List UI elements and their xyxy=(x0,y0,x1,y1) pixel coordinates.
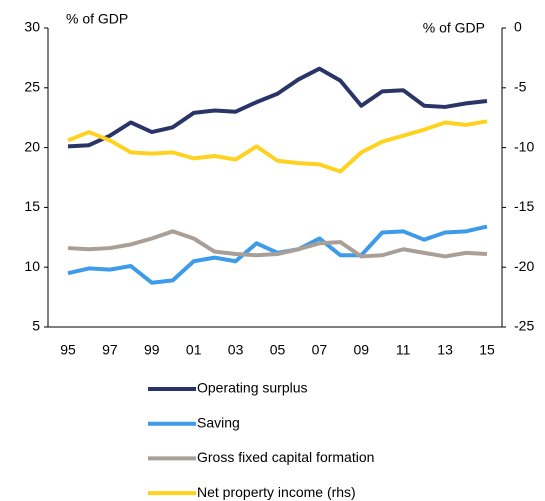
y2-tick-label: -5 xyxy=(514,79,527,95)
x-tick-label: 03 xyxy=(228,342,244,358)
x-tick-label: 09 xyxy=(354,342,370,358)
series-line xyxy=(67,229,488,259)
y2-axis-label: % of GDP xyxy=(423,20,485,36)
x-tick-label: 95 xyxy=(60,342,76,358)
x-tick-label: 01 xyxy=(186,342,202,358)
y-tick-label: 15 xyxy=(24,198,40,214)
x-tick-label: 15 xyxy=(479,342,495,358)
y-tick-label: 5 xyxy=(32,318,40,334)
y-tick-label: 20 xyxy=(24,138,40,154)
y-tick-label: 10 xyxy=(24,258,40,274)
series-line xyxy=(67,66,488,149)
x-tick-label: 07 xyxy=(312,342,328,358)
legend-label: Net property income (rhs) xyxy=(197,484,356,500)
legend-label: Saving xyxy=(197,414,240,430)
y2-tick-label: -15 xyxy=(514,198,534,214)
x-tick-label: 05 xyxy=(270,342,286,358)
y-tick-label: 30 xyxy=(24,19,40,35)
legend-label: Gross fixed capital formation xyxy=(197,449,374,465)
y2-tick-label: -10 xyxy=(514,138,534,154)
x-tick-label: 97 xyxy=(102,342,118,358)
y-tick-label: 25 xyxy=(24,79,40,95)
legend-label: Operating surplus xyxy=(197,380,308,396)
y-axis-label: % of GDP xyxy=(66,11,128,27)
y2-tick-label: -25 xyxy=(514,318,534,334)
x-tick-label: 13 xyxy=(437,342,453,358)
y2-tick-label: 0 xyxy=(514,19,522,35)
x-tick-label: 99 xyxy=(144,342,160,358)
x-tick-label: 11 xyxy=(396,342,411,358)
series-line xyxy=(67,119,488,174)
y2-tick-label: -20 xyxy=(514,258,534,274)
